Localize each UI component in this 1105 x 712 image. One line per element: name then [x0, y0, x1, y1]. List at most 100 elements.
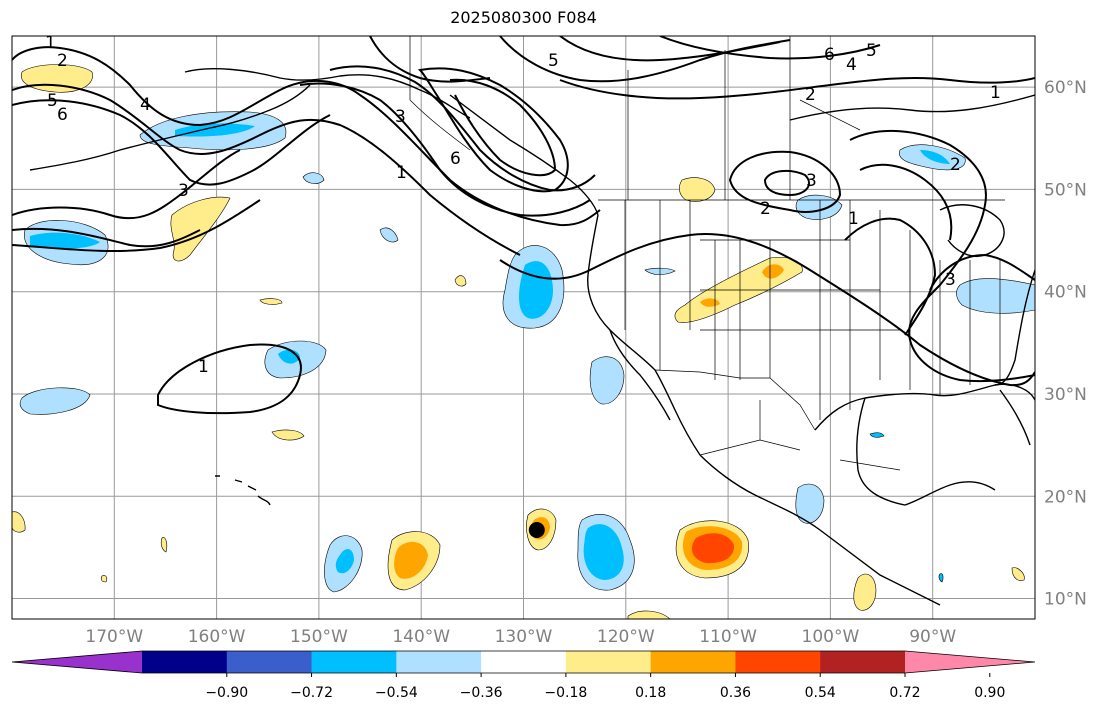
latitude-tick-label: 10°N — [1044, 590, 1087, 610]
latitude-tick-label: 60°N — [1044, 78, 1087, 98]
colorbar-tick-label: 0.54 — [805, 685, 836, 701]
shade-positive — [160, 537, 168, 553]
colorbar-segment — [481, 651, 567, 673]
coastline-canada-north — [789, 94, 1035, 121]
contour — [728, 150, 842, 213]
shade-negative-core — [920, 150, 950, 164]
colorbar-outline — [11, 650, 1036, 674]
contour-label: 2 — [805, 85, 816, 105]
shade-negative — [379, 227, 399, 243]
colorbar-tick-label: 0.72 — [889, 685, 920, 701]
colorbar-extend-low — [12, 651, 142, 673]
contour — [449, 78, 557, 177]
contour — [763, 169, 810, 197]
contour — [659, 36, 881, 60]
shade-negative — [869, 432, 885, 438]
contour — [849, 130, 1035, 383]
coastline-florida — [999, 389, 1031, 446]
contour-label: 1 — [396, 163, 407, 183]
shade-negative — [302, 172, 325, 184]
shade-positive — [853, 573, 877, 611]
contour-label: 6 — [57, 105, 68, 125]
colorbar-tick-label: 0.18 — [635, 685, 666, 701]
colorbar-segment — [565, 651, 652, 673]
shade-negative-core — [519, 261, 553, 319]
shade-positive-strong — [691, 533, 735, 564]
contour — [929, 253, 1035, 291]
coastline-atlantic — [994, 269, 1035, 386]
colorbar-segment — [735, 651, 821, 673]
lat-lon-gridlines — [12, 36, 1035, 619]
contour-label: 3 — [395, 107, 406, 127]
shade-positive — [259, 298, 283, 305]
contour-label: 1 — [198, 357, 209, 377]
contour — [417, 67, 569, 193]
contour — [844, 217, 937, 336]
contour-label: 3 — [178, 181, 189, 201]
colorbar-tick-label: −0.36 — [460, 685, 503, 701]
contour-label: 1 — [45, 33, 56, 53]
contour-label: 5 — [47, 91, 58, 111]
longitude-tick-label: 90°W — [909, 627, 956, 647]
contour — [369, 36, 491, 83]
coastline-bc — [449, 94, 599, 216]
shade-positive — [12, 511, 26, 533]
shade-negative — [938, 573, 944, 583]
shade-negative — [19, 387, 91, 415]
longitude-labels: 170°W 160°W 150°W 140°W 130°W 120°W 110°W 100°W… — [85, 627, 956, 647]
latitude-labels: 60°N 50°N 40°N 30°N 20°N 10°N — [1044, 78, 1087, 609]
colorbar-tick-label: −0.54 — [375, 685, 418, 701]
contour — [12, 199, 261, 253]
shade-negative — [956, 278, 1035, 314]
coastline-baja — [609, 329, 671, 421]
map-frame — [11, 35, 1036, 620]
shade-negative — [795, 483, 825, 524]
contour-lines — [12, 36, 1035, 415]
contour-label: 4 — [140, 95, 151, 115]
contour-label: 2 — [57, 51, 68, 71]
contour-label: 2 — [950, 155, 961, 175]
colorbar-segment — [226, 651, 313, 673]
contour — [499, 233, 1035, 387]
shade-negative — [795, 194, 843, 220]
latitude-tick-label: 40°N — [1044, 283, 1087, 303]
colorbar-tick-label: 0.90 — [974, 685, 1005, 701]
contour-labels: 1 2 5 6 4 3 3 6 1 5 6 4 5 2 1 2 3 2 1 3 … — [45, 33, 1001, 377]
map-title: 2025080300 F084 — [450, 8, 597, 27]
coastline-aleutians — [29, 84, 311, 171]
colorbar-tick-label: 0.36 — [720, 685, 751, 701]
shade-positive-mid — [762, 264, 784, 279]
shade-negative-core — [583, 524, 624, 580]
colorbar-segment — [396, 651, 482, 673]
coastline-mexico-east — [856, 397, 996, 506]
contour — [859, 163, 953, 241]
contour-label: 2 — [760, 199, 771, 219]
mexico-states — [699, 400, 901, 471]
border-us-mexico — [654, 369, 816, 431]
colorbar-tick-label: −0.72 — [290, 685, 333, 701]
latitude-tick-label: 30°N — [1044, 385, 1087, 405]
colorbar-extend-high — [905, 651, 1035, 673]
coastline-hawaii — [215, 475, 271, 506]
shade-positive-mid — [394, 541, 428, 579]
longitude-tick-label: 120°W — [597, 627, 655, 647]
shade-positive — [271, 429, 305, 441]
shade-negative-core — [335, 548, 354, 574]
longitude-tick-label: 130°W — [495, 627, 553, 647]
border-alaska — [409, 36, 471, 151]
longitude-tick-label: 150°W — [290, 627, 348, 647]
shade-positive — [1011, 567, 1025, 581]
coastline-mexico-west — [699, 454, 941, 606]
contour-label: 1 — [848, 209, 859, 229]
state-lines — [624, 200, 1001, 420]
shade-positive — [454, 275, 467, 287]
contour-label: 5 — [548, 51, 559, 71]
contour — [12, 83, 521, 256]
longitude-tick-label: 110°W — [699, 627, 757, 647]
latitude-tick-label: 20°N — [1044, 487, 1087, 507]
colorbar-segment — [311, 651, 397, 673]
canada-provinces — [627, 36, 861, 200]
colorbar: −0.90 −0.72 −0.54 −0.36 −0.18 0.18 0.36 0.54 0.7… — [11, 650, 1036, 701]
contour — [12, 227, 201, 248]
